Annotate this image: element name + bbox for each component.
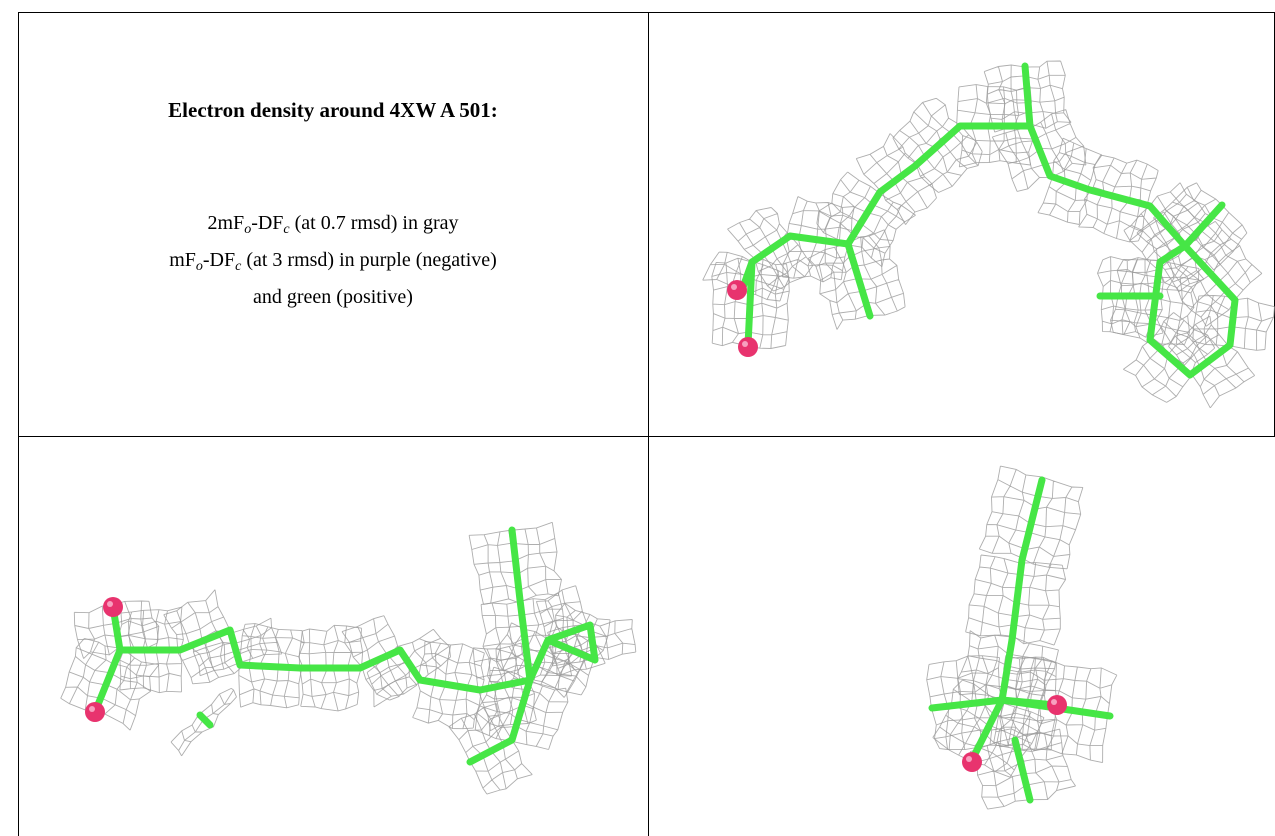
caption-text: -DF <box>251 212 283 234</box>
caption-line: 2mFo-DFc (at 0.7 rmsd) in gray <box>18 208 648 245</box>
subscript: o <box>196 259 203 274</box>
oxygen-atom <box>962 752 982 772</box>
atom-highlight <box>107 601 113 607</box>
atom-highlight <box>1051 699 1057 705</box>
caption-text: and green (positive) <box>253 286 413 308</box>
caption-text: 2mF <box>208 212 245 234</box>
bond-sticks <box>1025 66 1030 126</box>
atom-highlight <box>89 706 95 712</box>
atom-highlight <box>731 284 737 290</box>
table-and-figures <box>0 0 1275 836</box>
oxygen-atom <box>103 597 123 617</box>
bond-sticks <box>748 262 752 345</box>
density-meshes <box>61 61 1275 809</box>
heading: Electron density around 4XW A 501: <box>18 98 648 123</box>
atom-highlight <box>742 341 748 347</box>
caption-text: (at 0.7 rmsd) in gray <box>290 212 459 234</box>
page: {"heading": "Electron density around 4XW… <box>0 0 1275 836</box>
atom-highlight <box>966 756 972 762</box>
bond-sticks <box>742 126 1235 375</box>
oxygen-atom <box>738 337 758 357</box>
caption-line: and green (positive) <box>18 282 648 313</box>
caption-text: -DF <box>203 249 235 271</box>
caption-text: mF <box>169 249 196 271</box>
oxygen-atom <box>85 702 105 722</box>
caption-line: mFo-DFc (at 3 rmsd) in purple (negative) <box>18 245 648 282</box>
oxygen-atom <box>727 280 747 300</box>
oxygen-atom <box>1047 695 1067 715</box>
caption-text: (at 3 rmsd) in purple (negative) <box>241 249 496 271</box>
